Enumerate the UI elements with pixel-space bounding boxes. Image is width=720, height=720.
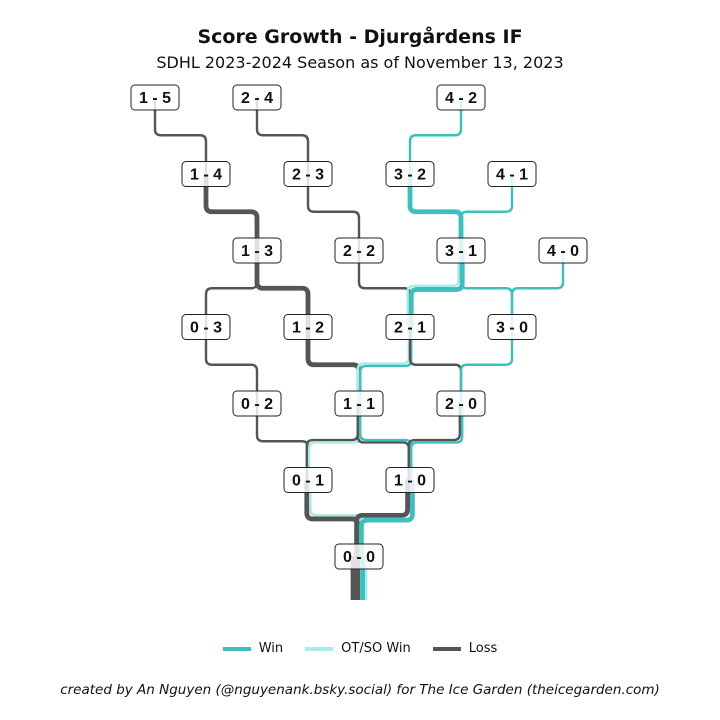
score-node-label: 4 - 1 [496,167,528,184]
edge-1-4-to-1-5-loss [153,97,208,174]
score-node-label: 1 - 2 [292,320,324,337]
score-node-box [283,161,333,187]
score-node-box [385,314,435,340]
score-node: 0 - 3 [181,314,231,340]
edge-1-0-to-2-0-loss [407,403,461,480]
chart-subtitle: SDHL 2023-2024 Season as of November 13,… [156,53,564,72]
score-node-box [130,84,180,111]
score-node: 2 - 1 [385,314,435,340]
score-node-label: 3 - 0 [496,320,528,337]
score-node-label: 2 - 1 [394,320,426,337]
edge-2-3-to-2-4-loss [255,97,310,174]
score-node-label: 0 - 0 [343,549,375,566]
legend-swatch-ot-win [305,646,334,651]
score-node-label: 1 - 5 [139,90,171,107]
score-node: 4 - 1 [487,161,537,187]
legend-swatch-loss [432,646,461,651]
score-node-box [538,237,588,264]
chart-title: Score Growth - Djurgårdens IF [197,26,523,48]
score-node-box [385,467,435,493]
score-node-label: 3 - 2 [394,167,426,184]
score-node-label: 1 - 1 [343,396,375,413]
score-node-label: 0 - 2 [241,396,273,413]
edge-3-1-to-4-1-win [459,173,514,250]
edge-0-0-to-1-0-win [359,479,415,556]
score-node-label: 3 - 1 [445,243,477,260]
score-node-label: 1 - 4 [190,167,222,184]
edge-2-0-to-3-0-win [459,326,514,403]
edge-0-0-to-1-0-loss [354,479,410,556]
score-node-box [436,237,486,264]
score-node: 2 - 3 [283,161,333,187]
score-node: 3 - 0 [487,314,537,340]
score-node: 1 - 5 [130,84,180,111]
score-node-box [181,314,231,340]
edge-3-2-to-4-2-win [408,97,463,174]
score-node: 1 - 1 [334,390,384,417]
score-node: 4 - 2 [436,84,486,111]
legend-label-loss: Loss [468,641,498,656]
score-node-label: 2 - 4 [241,90,273,107]
score-node-box [487,161,537,187]
score-node-box [232,84,282,111]
score-node-label: 2 - 0 [445,396,477,413]
score-node-box [334,543,384,570]
score-node-label: 1 - 3 [241,243,273,260]
legend-label-ot-win: OT/SO Win [341,641,411,656]
legend-item-win: Win [222,641,284,656]
score-node-label: 4 - 0 [547,243,579,260]
score-node-label: 4 - 2 [445,90,477,107]
score-node-box [232,390,282,417]
credit-caption: created by An Nguyen (@nguyenank.bsky.so… [60,682,660,698]
score-node: 1 - 0 [385,467,435,493]
score-node: 4 - 0 [538,237,588,264]
edge-1-2-to-1-3-loss [254,250,311,327]
score-node: 2 - 0 [436,390,486,417]
score-node: 0 - 0 [334,543,384,570]
legend-swatch-win [222,646,251,651]
edge-0-2-to-0-3-loss [204,326,259,403]
score-node-box [487,314,537,340]
score-node-box [283,467,333,493]
score-node-label: 2 - 2 [343,243,375,260]
legend: Win OT/SO Win Loss [0,641,720,656]
edge-3-0-to-4-0-win [510,250,565,327]
score-node: 1 - 4 [181,161,231,187]
legend-label-win: Win [258,641,284,656]
score-node-box [232,237,282,264]
score-node-box [181,161,231,187]
score-node: 2 - 4 [232,84,282,111]
score-node-label: 0 - 3 [190,320,222,337]
legend-item-ot-win: OT/SO Win [305,641,411,656]
score-node: 3 - 1 [436,237,486,264]
score-node-box [385,161,435,187]
score-node-box [436,84,486,111]
score-node-label: 2 - 3 [292,167,324,184]
score-node: 0 - 1 [283,467,333,493]
score-node-label: 1 - 0 [394,473,426,490]
edge-1-0-to-1-1-win [359,403,413,480]
score-node: 3 - 2 [385,161,435,187]
edge-2-1-to-3-1-otsowin [406,250,460,327]
score-node-box [436,390,486,417]
score-node-box [334,390,384,417]
score-node: 2 - 2 [334,237,384,264]
edge-1-3-to-1-4-loss [203,173,260,250]
score-node-label: 0 - 1 [292,473,324,490]
edge-1-1-to-2-1-otsowin [356,326,410,403]
score-node-box [283,314,333,340]
legend-item-loss: Loss [432,641,498,656]
edge-2-2-to-2-3-loss [306,173,361,250]
edge-0-0-to-0-1-otsowin [309,479,363,556]
score-node: 0 - 2 [232,390,282,417]
score-node: 1 - 2 [283,314,333,340]
edge-1-0-to-2-0-win [410,403,464,480]
score-node: 1 - 3 [232,237,282,264]
score-node-box [334,237,384,264]
edge-0-1-to-1-1-otsowin [308,403,362,480]
